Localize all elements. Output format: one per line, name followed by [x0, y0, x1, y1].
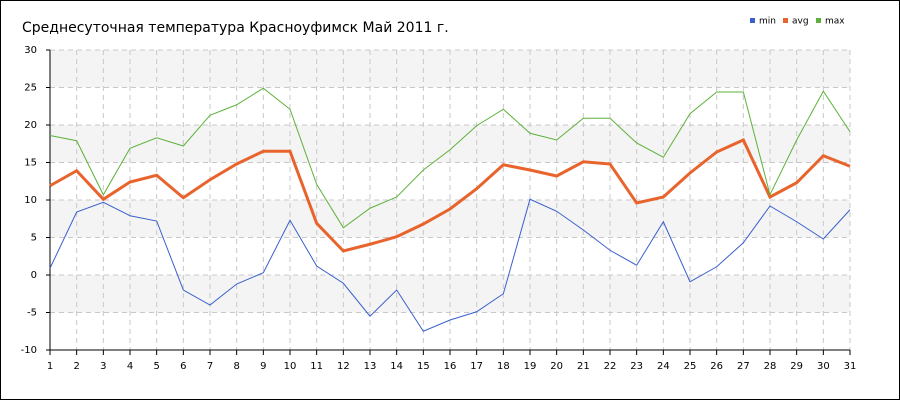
legend-label: avg: [792, 17, 809, 27]
line-avg: [49, 138, 851, 253]
x-tick-label: 24: [657, 361, 670, 372]
y-tick-label: 10: [24, 195, 37, 206]
x-tick-label: 13: [364, 361, 377, 372]
x-tick-label: 16: [444, 361, 457, 372]
x-tick-label: 7: [207, 361, 213, 372]
x-tick-label: 3: [100, 361, 106, 372]
x-tick-label: 5: [153, 361, 159, 372]
y-tick-label: 25: [24, 83, 37, 94]
x-tick-label: 19: [524, 361, 537, 372]
legend-label: max: [825, 17, 845, 27]
x-tick-label: 10: [284, 361, 297, 372]
x-tick-label: 1: [47, 361, 53, 372]
x-tick-label: 11: [310, 361, 323, 372]
x-tick-label: 29: [790, 361, 803, 372]
legend-swatch: [783, 18, 788, 23]
y-tick-label: -5: [27, 308, 37, 319]
y-tick-label: -10: [21, 345, 37, 356]
x-tick-label: 23: [630, 361, 643, 372]
x-tick-label: 9: [260, 361, 266, 372]
x-tick-label: 31: [844, 361, 857, 372]
y-tick-label: 20: [24, 120, 37, 131]
y-tick-label: 0: [31, 270, 37, 281]
chart-title: Среднесуточная температура Красноуфимск …: [22, 20, 449, 36]
legend-swatch: [816, 18, 821, 23]
x-tick-label: 25: [684, 361, 697, 372]
y-tick-label: 30: [24, 45, 37, 56]
x-tick-label: 12: [337, 361, 350, 372]
x-tick-label: 14: [390, 361, 403, 372]
x-tick-label: 6: [180, 361, 186, 372]
x-tick-label: 26: [710, 361, 723, 372]
x-tick-label: 8: [233, 361, 239, 372]
line-max: [49, 87, 851, 229]
legend-label: min: [759, 17, 776, 27]
x-tick-label: 22: [604, 361, 617, 372]
y-tick-label: 15: [24, 158, 37, 169]
x-tick-label: 30: [817, 361, 830, 372]
x-tick-label: 20: [550, 361, 563, 372]
line-min: [49, 198, 851, 332]
x-tick-label: 28: [764, 361, 777, 372]
x-tick-label: 27: [737, 361, 750, 372]
x-tick-label: 21: [577, 361, 590, 372]
x-tick-label: 15: [417, 361, 430, 372]
x-tick-label: 2: [73, 361, 79, 372]
legend-swatch: [750, 18, 755, 23]
y-tick-label: 5: [31, 233, 37, 244]
x-tick-label: 4: [127, 361, 133, 372]
x-tick-label: 17: [470, 361, 483, 372]
x-tick-label: 18: [497, 361, 510, 372]
